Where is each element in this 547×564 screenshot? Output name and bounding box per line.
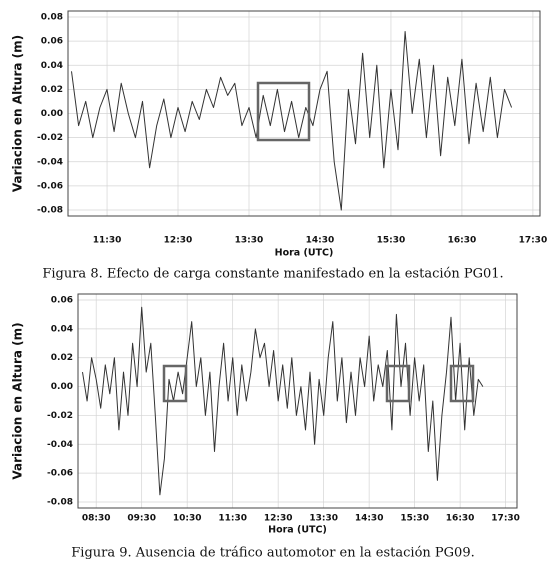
- highlight-box: [385, 364, 411, 403]
- y-tick-label: -0.06: [37, 181, 63, 191]
- y-axis-title: Variacion en Altura (m): [11, 322, 25, 479]
- y-tick-label: 0.02: [51, 353, 73, 363]
- highlight-box: [162, 364, 188, 403]
- y-tick-label: 0.00: [51, 382, 73, 392]
- data-line: [82, 306, 484, 496]
- x-tick-label: 13:30: [309, 514, 338, 524]
- y-tick-label: -0.02: [37, 133, 63, 143]
- plot-frame: [67, 10, 541, 217]
- x-tick-label: 08:30: [82, 514, 111, 524]
- y-tick-label: 0.00: [41, 109, 63, 119]
- x-tick-label: 16:30: [446, 514, 475, 524]
- y-tick-label: -0.08: [47, 498, 73, 508]
- x-axis-title: Hora (UTC): [275, 248, 334, 259]
- x-tick-label: 10:30: [173, 514, 202, 524]
- y-tick-label: 0.06: [51, 296, 73, 306]
- x-tick-label: 15:30: [400, 514, 429, 524]
- x-tick-label: 09:30: [127, 514, 156, 524]
- figure-caption: Figura 8. Efecto de carga constante mani…: [42, 267, 503, 282]
- x-tick-label: 17:30: [519, 236, 547, 246]
- x-tick-label: 14:30: [306, 236, 335, 246]
- x-tick-label: 13:30: [235, 236, 264, 246]
- x-tick-label: 11:30: [93, 236, 122, 246]
- x-tick-label: 11:30: [218, 514, 247, 524]
- y-axis-title: Variacion en Altura (m): [11, 35, 25, 192]
- y-tick-label: 0.04: [41, 61, 63, 71]
- y-tick-label: -0.08: [37, 206, 63, 216]
- highlight-box: [256, 81, 311, 142]
- data-line: [71, 31, 513, 211]
- x-tick-label: 12:30: [264, 514, 293, 524]
- y-tick-label: 0.08: [41, 13, 63, 23]
- figure-caption: Figura 9. Ausencia de tráfico automotor …: [71, 546, 474, 561]
- y-tick-label: 0.04: [51, 324, 73, 334]
- y-tick-label: 0.06: [41, 37, 63, 47]
- x-tick-label: 16:30: [448, 236, 477, 246]
- x-tick-label: 12:30: [164, 236, 193, 246]
- y-tick-label: -0.02: [47, 411, 73, 421]
- y-tick-label: 0.02: [41, 85, 63, 95]
- y-tick-label: -0.06: [47, 469, 73, 479]
- x-tick-label: 17:30: [491, 514, 520, 524]
- highlight-box: [449, 364, 475, 403]
- x-tick-label: 14:30: [355, 514, 384, 524]
- x-tick-label: 15:30: [377, 236, 406, 246]
- y-tick-label: -0.04: [37, 157, 63, 167]
- y-tick-label: -0.04: [47, 440, 73, 450]
- x-axis-title: Hora (UTC): [268, 525, 327, 536]
- plot-frame: [77, 293, 518, 509]
